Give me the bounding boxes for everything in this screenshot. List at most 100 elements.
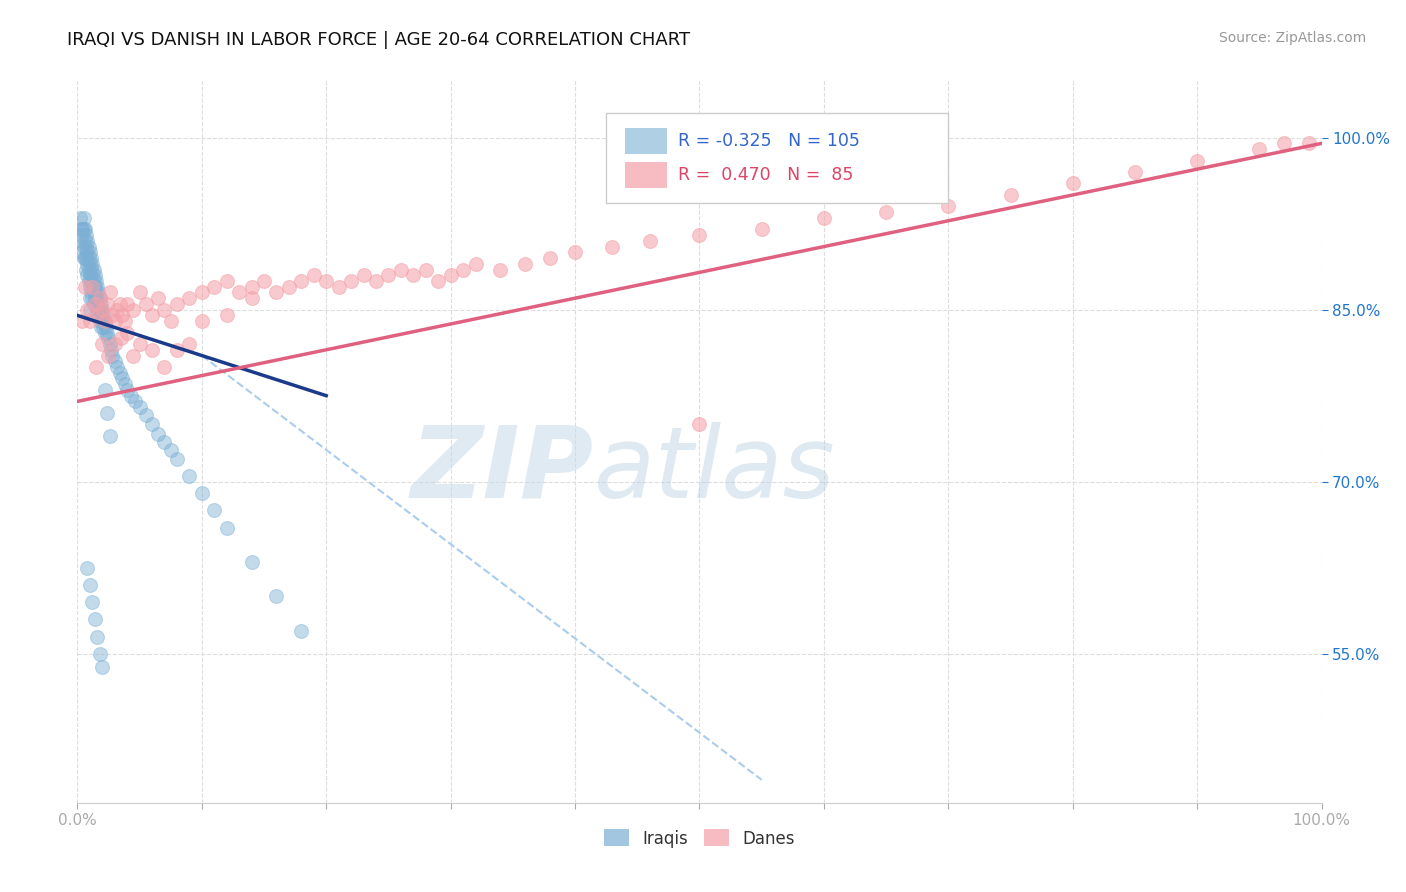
Point: [104, 337, 127, 351]
Point: [1298, 136, 1320, 151]
Point: [191, 486, 214, 500]
Point: [100, 343, 122, 357]
Point: [79, 291, 101, 305]
Point: [228, 285, 250, 300]
Point: [120, 389, 142, 403]
Point: [302, 268, 325, 283]
Point: [315, 274, 337, 288]
Point: [638, 234, 661, 248]
Point: [427, 274, 450, 288]
Point: [451, 262, 474, 277]
Point: [689, 417, 711, 432]
Point: [240, 555, 263, 569]
Point: [72, 228, 94, 243]
Point: [76, 234, 98, 248]
Point: [94, 319, 117, 334]
Point: [76, 268, 98, 283]
Text: ZIP: ZIP: [411, 422, 593, 519]
Point: [82, 291, 104, 305]
Point: [79, 302, 101, 317]
Point: [98, 337, 121, 351]
Point: [114, 377, 136, 392]
Point: [76, 560, 98, 574]
Point: [1062, 177, 1084, 191]
Text: R = -0.325   N = 105: R = -0.325 N = 105: [678, 132, 860, 150]
Point: [179, 291, 201, 305]
Point: [86, 291, 108, 305]
Point: [96, 297, 118, 311]
Point: [87, 297, 110, 311]
Point: [122, 349, 145, 363]
Point: [290, 624, 312, 638]
Legend: Iraqis, Danes: Iraqis, Danes: [595, 821, 804, 856]
Point: [86, 630, 108, 644]
Point: [83, 297, 105, 311]
Point: [93, 309, 115, 323]
Point: [128, 285, 150, 300]
Point: [80, 262, 103, 277]
Point: [377, 268, 399, 283]
Point: [215, 309, 238, 323]
Point: [90, 297, 112, 311]
Point: [90, 319, 112, 334]
Point: [135, 408, 157, 422]
Point: [79, 268, 101, 283]
Point: [91, 302, 114, 317]
Point: [277, 279, 299, 293]
Point: [153, 302, 176, 317]
Point: [83, 274, 105, 288]
Point: [97, 331, 120, 345]
Point: [353, 268, 375, 283]
Point: [83, 262, 105, 277]
Point: [108, 366, 131, 380]
Point: [115, 326, 138, 340]
Point: [80, 274, 103, 288]
Point: [101, 349, 124, 363]
Point: [72, 222, 94, 236]
Point: [602, 239, 624, 253]
Point: [75, 262, 97, 277]
Point: [202, 279, 225, 293]
Point: [91, 302, 114, 317]
Point: [402, 268, 425, 283]
Point: [75, 239, 97, 253]
Point: [179, 469, 201, 483]
Point: [104, 354, 127, 368]
Point: [105, 302, 128, 317]
Point: [689, 228, 711, 243]
Point: [114, 314, 136, 328]
Point: [76, 257, 98, 271]
FancyBboxPatch shape: [624, 162, 666, 188]
Point: [84, 297, 107, 311]
Point: [89, 314, 111, 328]
Point: [128, 337, 150, 351]
Point: [98, 429, 121, 443]
Point: [464, 257, 486, 271]
Point: [79, 279, 101, 293]
Point: [91, 314, 114, 328]
Point: [80, 285, 103, 300]
Point: [87, 285, 110, 300]
Point: [128, 400, 150, 414]
Point: [82, 268, 104, 283]
Point: [253, 274, 276, 288]
Point: [111, 309, 134, 323]
Point: [166, 343, 188, 357]
Point: [141, 309, 163, 323]
Point: [364, 274, 387, 288]
Point: [290, 274, 312, 288]
Point: [153, 359, 176, 374]
Point: [191, 285, 214, 300]
Point: [96, 326, 118, 340]
Point: [875, 205, 897, 219]
Point: [1185, 153, 1208, 168]
Point: [83, 279, 105, 293]
Point: [93, 326, 115, 340]
Point: [1123, 165, 1146, 179]
Point: [122, 302, 145, 317]
Point: [266, 590, 288, 604]
Point: [515, 257, 537, 271]
Point: [91, 337, 114, 351]
Point: [564, 245, 586, 260]
Text: R =  0.470   N =  85: R = 0.470 N = 85: [678, 166, 853, 184]
